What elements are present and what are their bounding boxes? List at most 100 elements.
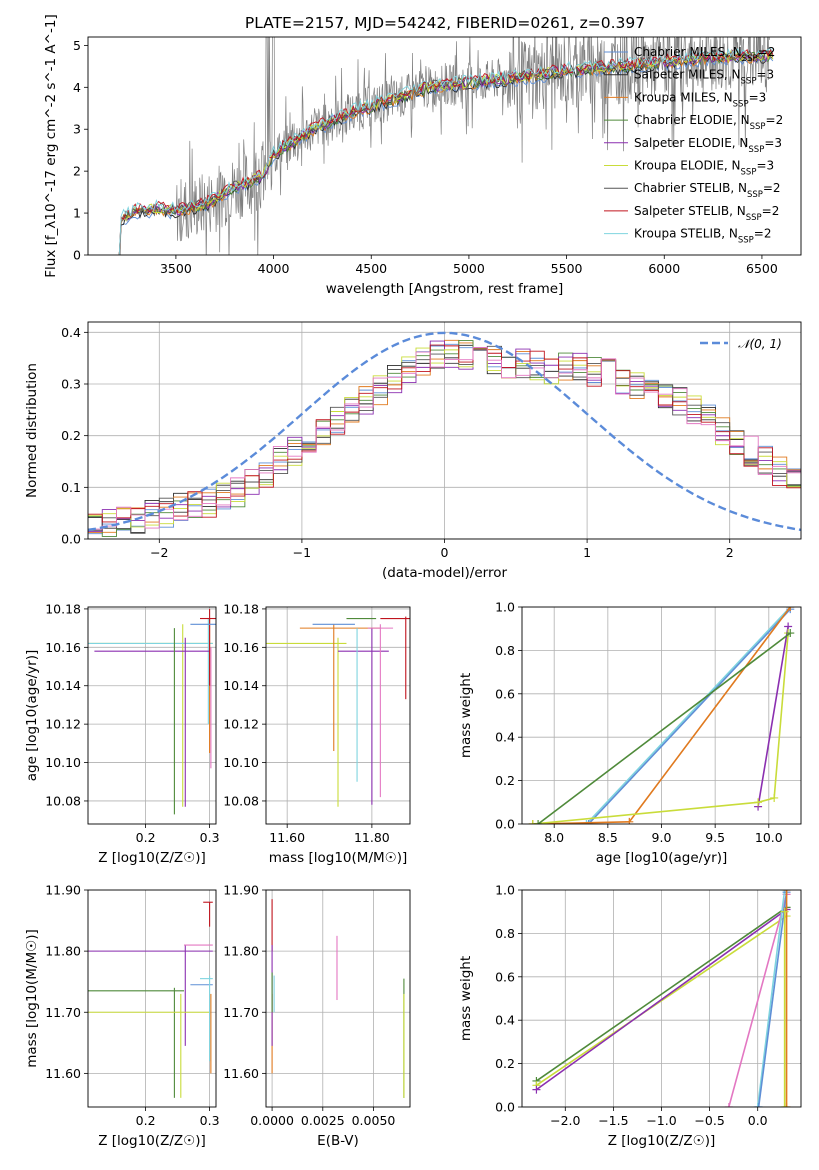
weight-marker: [754, 798, 763, 807]
figure-title: PLATE=2157, MJD=54242, FIBERID=0261, z=0…: [245, 14, 645, 32]
weight-line: [757, 626, 789, 807]
weight-line: [535, 915, 788, 1086]
y-tick-label: 1.0: [495, 883, 515, 898]
legend-entry: 𝒩(0, 1): [738, 337, 782, 351]
y-tick-label: 0.0: [495, 1100, 515, 1115]
y-tick-label: 11.80: [45, 944, 81, 959]
y-tick-label: 10.10: [45, 755, 81, 770]
y-tick-label: 3: [73, 122, 81, 137]
x-tick-label: 0.0050: [352, 1113, 396, 1128]
x-tick-label: 11.60: [269, 830, 305, 845]
x-axis-label: wavelength [Angstrom, rest frame]: [326, 281, 564, 297]
plot-area-weight-vs-age: [522, 607, 801, 824]
legend-entry: Kroupa ELODIE, NSSP=3: [634, 159, 774, 178]
model-spectrum-line: [118, 48, 774, 255]
y-tick-label: 0.0: [495, 817, 515, 832]
legend-subscript: SSP: [741, 77, 757, 87]
y-tick-label: 11.80: [223, 944, 259, 959]
y-tick-label: 0.0: [61, 532, 81, 547]
weight-line: [756, 890, 786, 1107]
legend-subscript: SSP: [750, 122, 766, 132]
legend-subscript: SSP: [747, 190, 763, 200]
legend-value: =3: [749, 90, 767, 104]
y-axis-label: age [log10(age/yr)]: [24, 650, 40, 782]
y-tick-label: 2: [73, 164, 81, 179]
y-tick-label: 1.0: [495, 600, 515, 615]
weight-marker: [780, 1103, 789, 1107]
axes-frame: [521, 889, 802, 1108]
weight-line: [537, 632, 791, 824]
legend-entry: Chabrier ELODIE, NSSP=2: [634, 113, 783, 132]
plot-area-residuals: [88, 322, 801, 539]
legend-subscript: SSP: [746, 213, 762, 223]
legend-entry: Salpeter ELODIE, NSSP=3: [634, 136, 782, 155]
y-axis-label: mass weight: [458, 673, 474, 758]
legend-value: =2: [763, 181, 781, 195]
y-tick-label: 11.70: [45, 1005, 81, 1020]
x-tick-label: 5000: [453, 261, 485, 276]
y-tick-label: 10.16: [45, 640, 81, 655]
y-tick-label: 10.12: [223, 717, 259, 732]
weight-marker: [782, 890, 791, 894]
y-axis-label: mass weight: [458, 956, 474, 1041]
weight-marker: [532, 1085, 541, 1094]
x-axis-label: (data-model)/error: [382, 565, 508, 581]
x-tick-label: 1: [583, 545, 591, 560]
weight-marker: [754, 1103, 763, 1107]
y-tick-label: 4: [73, 80, 81, 95]
weight-marker: [786, 607, 795, 611]
plot-area-weight-vs-Z: [522, 890, 801, 1107]
weight-marker: [770, 793, 779, 802]
x-tick-label: 3500: [160, 261, 192, 276]
y-tick-label: 0.8: [495, 643, 515, 658]
y-tick-label: 10.14: [223, 678, 259, 693]
weight-marker: [534, 820, 543, 824]
x-axis-label: E(B-V): [317, 1133, 359, 1149]
x-tick-label: 0.0025: [301, 1113, 345, 1128]
x-tick-label: 4000: [258, 261, 290, 276]
weight-line: [535, 906, 788, 1082]
y-tick-label: 0.3: [61, 377, 81, 392]
legend-entry: Kroupa STELIB, NSSP=2: [634, 227, 772, 246]
legend-entry: Salpeter STELIB, NSSP=2: [634, 204, 779, 223]
panel-age-vs-mass: 11.60 11.80 10.08 10.10 10.12 10.14 10.16 10.18…: [223, 601, 411, 866]
weight-marker: [753, 1103, 762, 1107]
plot-area-age-vs-Z: [88, 607, 216, 824]
y-tick-label: 0.6: [495, 686, 515, 701]
x-tick-label: 0.3: [200, 1113, 220, 1128]
y-tick-label: 0.2: [495, 1056, 515, 1071]
y-tick-label: 1: [73, 206, 81, 221]
y-tick-label: 10.16: [223, 640, 259, 655]
y-tick-label: 11.60: [223, 1066, 259, 1081]
y-tick-label: 10.10: [223, 755, 259, 770]
x-tick-label: 2: [726, 545, 734, 560]
panel-weight-vs-Z: −2.0 −1.5 −1.0 −0.5 0.0 0.0 0.2 0.4 0.6 0.8 1.0 Z […: [458, 883, 802, 1149]
plot-area-mass-vs-EBV: [266, 890, 410, 1107]
model-spectrum-line: [118, 47, 774, 255]
x-tick-label: 8.0: [544, 830, 564, 845]
plot-area-spectrum: [118, 37, 774, 255]
legend-entry: Kroupa MILES, NSSP=3: [634, 90, 766, 109]
weight-marker: [724, 1103, 733, 1107]
x-tick-label: 0.0000: [250, 1113, 294, 1128]
x-axis-label: mass [log10(M/M☉)]: [269, 850, 408, 866]
y-tick-label: 11.90: [45, 883, 81, 898]
x-tick-label: −0.5: [694, 1113, 724, 1128]
weight-marker: [625, 817, 634, 824]
x-tick-label: 9.0: [652, 830, 672, 845]
y-tick-label: 0: [73, 248, 81, 263]
x-tick-label: 6000: [648, 261, 680, 276]
y-tick-label: 0.4: [495, 730, 515, 745]
legend-subscript: SSP: [733, 99, 749, 109]
y-tick-label: 11.70: [223, 1005, 259, 1020]
axes-frame: [521, 606, 802, 825]
data-spectrum-line: [119, 37, 770, 255]
y-tick-label: 10.12: [45, 717, 81, 732]
legend-value: =2: [766, 113, 784, 127]
axes-frame: [87, 321, 802, 540]
y-axis-label: Flux [f_λ10^-17 erg cm^-2 s^-1 A^-1]: [43, 14, 59, 277]
panel-spectrum: 3500 4000 4500 5000 5500 6000 6500 0 1 2 3 4 5 wavele…: [43, 14, 802, 297]
weight-line: [535, 908, 788, 1091]
axes-frame: [87, 889, 217, 1108]
x-tick-label: 11.80: [354, 830, 390, 845]
